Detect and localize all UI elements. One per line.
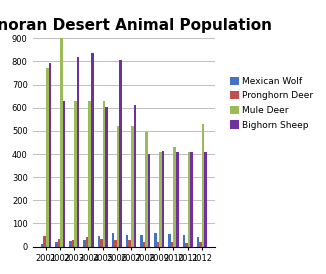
Bar bbox=[119, 60, 122, 247]
Bar bbox=[105, 107, 108, 247]
Title: Sonoran Desert Animal Population: Sonoran Desert Animal Population bbox=[0, 18, 272, 33]
Bar bbox=[117, 126, 119, 247]
Bar bbox=[83, 240, 86, 247]
Bar bbox=[126, 235, 128, 247]
Bar bbox=[204, 152, 207, 247]
Bar bbox=[148, 154, 150, 247]
Bar bbox=[171, 242, 173, 247]
Bar bbox=[202, 124, 204, 247]
Bar bbox=[140, 235, 142, 247]
Bar bbox=[183, 235, 185, 247]
Bar bbox=[58, 238, 60, 247]
Bar bbox=[112, 233, 114, 247]
Bar bbox=[41, 244, 43, 247]
Bar bbox=[162, 151, 164, 247]
Bar bbox=[69, 241, 72, 247]
Bar bbox=[185, 243, 187, 247]
Bar bbox=[77, 57, 80, 247]
Bar bbox=[168, 234, 171, 247]
Bar bbox=[49, 63, 51, 247]
Bar bbox=[55, 242, 58, 247]
Bar bbox=[97, 236, 100, 247]
Bar bbox=[199, 242, 202, 247]
Bar bbox=[128, 240, 131, 247]
Bar bbox=[74, 101, 77, 247]
Bar bbox=[154, 233, 157, 247]
Bar bbox=[173, 147, 176, 247]
Bar bbox=[72, 240, 74, 247]
Bar bbox=[60, 38, 63, 247]
Bar bbox=[114, 240, 117, 247]
Bar bbox=[142, 241, 145, 247]
Bar bbox=[131, 126, 134, 247]
Bar bbox=[134, 105, 136, 247]
Bar bbox=[63, 101, 65, 247]
Bar bbox=[46, 68, 49, 247]
Bar bbox=[88, 101, 91, 247]
Bar bbox=[91, 53, 94, 247]
Bar bbox=[100, 238, 103, 247]
Bar bbox=[176, 152, 179, 247]
Bar bbox=[190, 152, 193, 247]
Legend: Mexican Wolf, Pronghorn Deer, Mule Deer, Bighorn Sheep: Mexican Wolf, Pronghorn Deer, Mule Deer,… bbox=[227, 74, 316, 132]
Bar bbox=[103, 101, 105, 247]
Bar bbox=[145, 132, 148, 247]
Bar bbox=[197, 237, 199, 247]
Bar bbox=[43, 236, 46, 247]
Bar bbox=[86, 237, 88, 247]
Bar bbox=[159, 152, 162, 247]
Bar bbox=[187, 152, 190, 247]
Bar bbox=[157, 242, 159, 247]
